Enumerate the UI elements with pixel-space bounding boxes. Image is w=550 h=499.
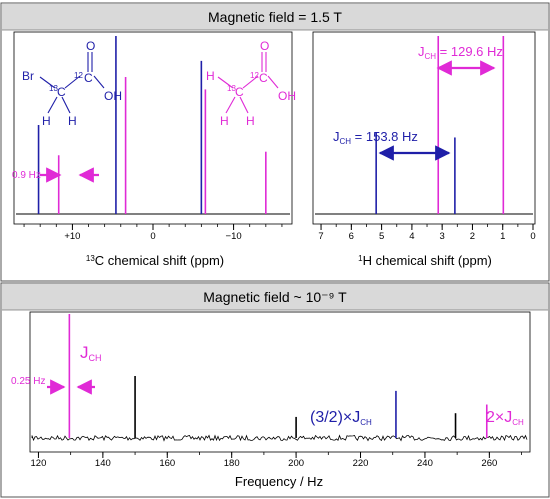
h1-tick-label: 7 — [318, 231, 323, 242]
zf-coupling-label: 0.25 Hz — [11, 376, 45, 387]
h1-jch-magenta-value: = 129.6 Hz — [436, 44, 503, 59]
h1-xlabel-sup: 1 — [358, 254, 363, 263]
zf-xlabel: Frequency / Hz — [235, 474, 323, 489]
zf-tick-label: 220 — [353, 458, 369, 469]
zf-tick-label: 180 — [224, 458, 240, 469]
c13-tick-label: 0 — [150, 231, 155, 242]
zf-peak-mid-prefix: (3/2)× — [310, 409, 352, 426]
acetic-c12-label: 12 — [250, 71, 259, 80]
h1-tick-label: 1 — [500, 231, 505, 242]
h1-jch-blue-sub: CH — [340, 137, 352, 146]
h1-tick-label: 2 — [470, 231, 475, 242]
h1-tick-label: 6 — [349, 231, 354, 242]
bromoacetic-h2: H — [68, 114, 77, 128]
bromoacetic-c12-label: 12 — [74, 71, 83, 80]
zf-peak-right-prefix: 2× — [486, 409, 504, 426]
top-header-title: Magnetic field = 1.5 T — [208, 9, 342, 25]
zerofield-spectrum: 120 140 160 180 200 220 240 260 Frequency / Hz … — [11, 311, 531, 489]
h1-tick-label: 0 — [530, 231, 535, 242]
top-panel-frame — [0, 2, 550, 282]
bromoacetic-o: O — [86, 39, 95, 53]
zf-jch-label: JCH — [80, 343, 102, 363]
h1-jch-blue-j: J — [333, 129, 340, 144]
zf-peak-mid-j: J — [352, 409, 360, 426]
c13-tick-label: −10 — [226, 231, 242, 242]
c13-coupling-label: 0.9 Hz — [12, 170, 41, 181]
zf-ticks: 120 140 160 180 200 220 240 260 — [31, 452, 522, 469]
bromoacetic-c12: C — [84, 71, 93, 85]
c13-spectrum: +10 0 −10 13C chemical shift (ppm) 0.9 Hz … — [12, 31, 296, 268]
bromoacetic-br: Br — [22, 69, 34, 83]
h1-jch-magenta-sub: CH — [425, 52, 437, 61]
h1-jch-blue-value: = 153.8 Hz — [351, 129, 418, 144]
zf-tick-label: 200 — [288, 458, 304, 469]
acetic-c12: C — [259, 71, 268, 85]
zf-peak-mid-sub: CH — [360, 418, 372, 427]
c13-xlabel: 13C chemical shift (ppm) — [86, 253, 224, 268]
acetic-c13: C — [235, 85, 244, 99]
zf-peak-right-j: J — [504, 409, 512, 426]
c13-xlabel-text: C chemical shift (ppm) — [95, 253, 224, 268]
h1-xlabel: 1H chemical shift (ppm) — [358, 253, 492, 268]
c13-ticks: +10 0 −10 — [23, 224, 283, 242]
zf-tick-label: 160 — [159, 458, 175, 469]
h1-jch-magenta-label: JCH = 129.6 Hz — [418, 44, 503, 61]
acetic-h0: H — [206, 69, 215, 83]
h1-jch-magenta-j: J — [418, 44, 425, 59]
bottom-panel-frame — [0, 282, 550, 498]
zf-baseline-noise — [31, 434, 528, 442]
zf-peaks — [68, 314, 488, 438]
acetic-oh: OH — [278, 89, 296, 103]
bromoacetic-c13-label: 13 — [49, 84, 58, 93]
zf-tick-label: 260 — [481, 458, 497, 469]
h1-tick-label: 4 — [409, 231, 414, 242]
zf-jch-sub: CH — [89, 353, 102, 363]
top-header-bar — [2, 4, 548, 30]
zf-axis-box — [29, 311, 531, 453]
c13-peaks — [37, 36, 267, 214]
bromoacetic-h1: H — [42, 114, 51, 128]
h1-axis-box — [312, 31, 536, 225]
bottom-header-title: Magnetic field ~ 10⁻⁹ T — [203, 289, 347, 305]
c13-xlabel-sup: 13 — [86, 254, 95, 263]
zf-tick-label: 120 — [31, 458, 47, 469]
h1-ticks: 7 6 5 4 3 2 1 0 — [318, 224, 536, 242]
zf-tick-label: 240 — [417, 458, 433, 469]
acetic-o: O — [260, 39, 269, 53]
c13-tick-label: +10 — [64, 231, 80, 242]
bromoacetic-acid-structure — [39, 52, 105, 114]
h1-jch-blue-label: JCH = 153.8 Hz — [333, 129, 418, 146]
bottom-header-bar — [2, 284, 548, 310]
bromoacetic-c13: C — [57, 85, 66, 99]
acetic-acid-structure — [217, 52, 279, 114]
zf-peak-right-label: 2×JCH — [486, 409, 524, 427]
acetic-h2: H — [246, 114, 255, 128]
bromoacetic-oh: OH — [104, 89, 122, 103]
acetic-h1: H — [220, 114, 229, 128]
zf-tick-label: 140 — [95, 458, 111, 469]
zf-jch-j: J — [80, 343, 89, 362]
h1-tick-label: 3 — [440, 231, 445, 242]
acetic-c13-label: 13 — [227, 84, 236, 93]
zf-peak-mid-label: (3/2)×JCH — [310, 409, 372, 427]
h1-tick-label: 5 — [379, 231, 384, 242]
zf-peak-right-sub: CH — [512, 418, 524, 427]
h1-xlabel-text: H chemical shift (ppm) — [363, 253, 492, 268]
